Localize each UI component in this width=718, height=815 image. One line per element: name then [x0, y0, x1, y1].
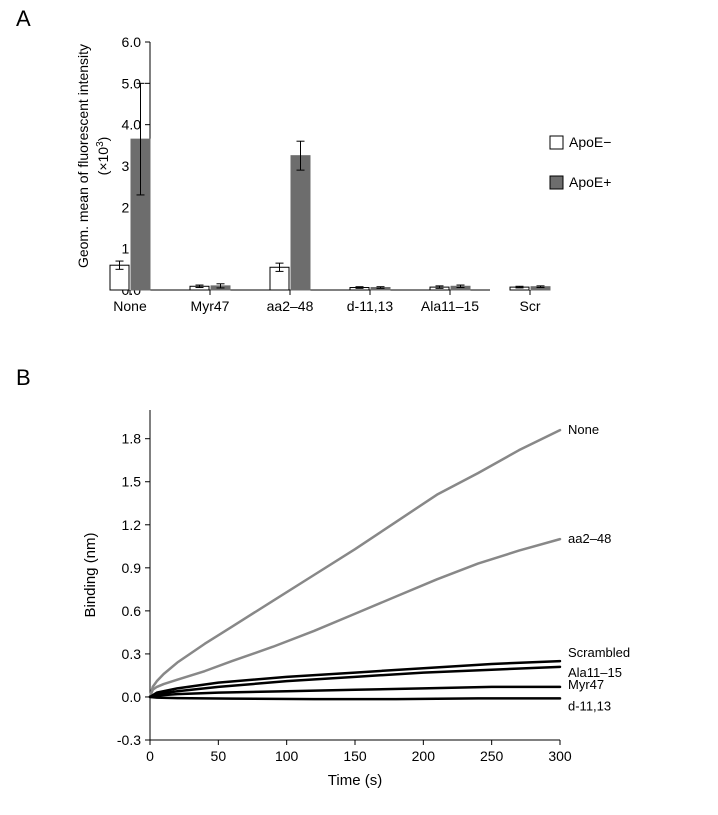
bar: [291, 156, 310, 290]
line-series-label: Myr47: [568, 677, 604, 692]
line-xtick-label: 250: [480, 748, 504, 764]
line-ytick-label: -0.3: [117, 732, 141, 748]
bar-ylabel-line2: (×103): [95, 137, 112, 176]
line-series-label: Scrambled: [568, 645, 630, 660]
line-series: [150, 430, 560, 697]
bar-ytick-label: 4.0: [122, 117, 142, 133]
legend-label: ApoE−: [569, 134, 611, 150]
legend-swatch: [550, 136, 563, 149]
line-ytick-label: 1.5: [122, 474, 142, 490]
line-series-label: aa2–48: [568, 531, 611, 546]
line-ylabel: Binding (nm): [82, 532, 99, 617]
line-ytick-label: 0.3: [122, 646, 142, 662]
bar-category-label: Scr: [520, 298, 541, 314]
line-xtick-label: 50: [211, 748, 227, 764]
line-ytick-label: 1.2: [122, 517, 142, 533]
legend-swatch: [550, 176, 563, 189]
bar-category-label: None: [113, 298, 147, 314]
line-ytick-label: 0.6: [122, 603, 142, 619]
line-chart: -0.3 0.0 0.3 0.6 0.9 1.2 1.5 1.8 0 50 100 150 200 250…: [60, 400, 700, 800]
line-ytick-label: 0.0: [122, 689, 142, 705]
line-xtick-label: 150: [343, 748, 367, 764]
line-series-label: d-11,13: [568, 698, 611, 713]
line-series: [150, 697, 560, 699]
bar-category-label: aa2–48: [267, 298, 314, 314]
line-ytick-label: 1.8: [122, 431, 142, 447]
legend-label: ApoE+: [569, 174, 611, 190]
line-xtick-label: 200: [412, 748, 436, 764]
line-xtick-label: 100: [275, 748, 299, 764]
panel-a-label: A: [16, 6, 31, 32]
bar-category-label: Ala11–15: [421, 298, 479, 314]
panel-b-label: B: [16, 365, 31, 391]
line-xtick-label: 300: [548, 748, 572, 764]
line-ytick-label: 0.9: [122, 560, 142, 576]
bar-category-label: Myr47: [191, 298, 230, 314]
bar-ylabel-line1: Geom. mean of fluorescent intensity: [75, 44, 91, 268]
bar-chart: 0.01.02.03.04.05.06.0Geom. mean of fluor…: [60, 30, 700, 340]
bar-ytick-label: 6.0: [122, 34, 142, 50]
bar-category-label: d-11,13: [347, 298, 394, 314]
line-xtick-label: 0: [146, 748, 154, 764]
line-series-label: None: [568, 422, 599, 437]
line-series: [150, 661, 560, 697]
line-xlabel: Time (s): [328, 772, 382, 789]
